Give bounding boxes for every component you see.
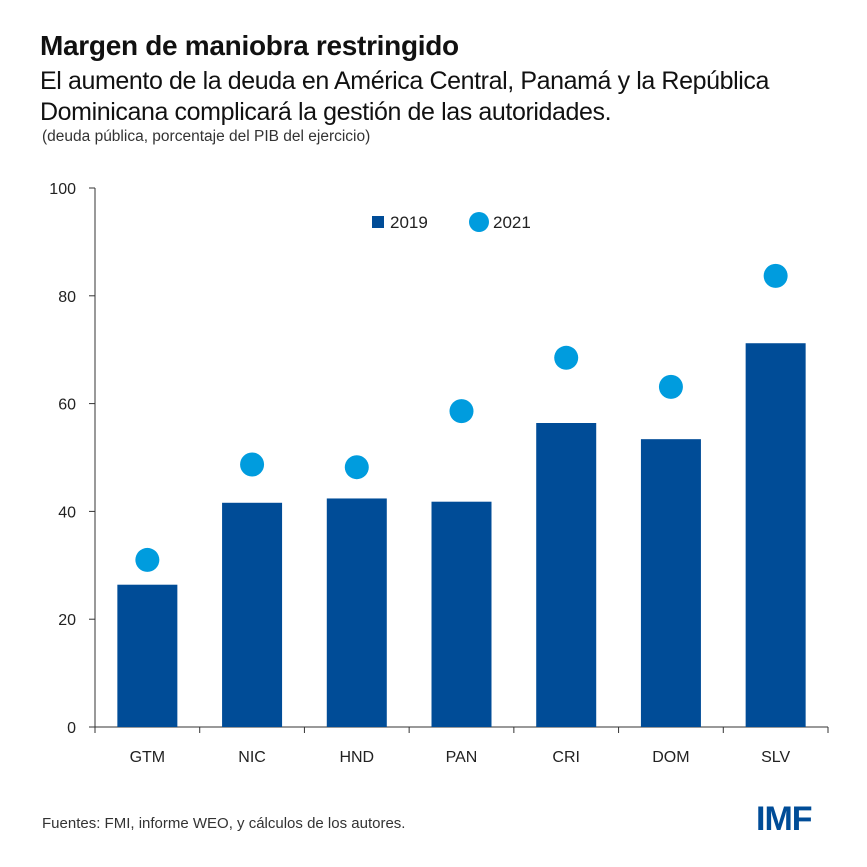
dot-2021 xyxy=(658,374,683,399)
y-tick-label: 40 xyxy=(58,504,76,521)
y-tick-label: 100 xyxy=(49,181,76,198)
imf-logo: IMF xyxy=(756,800,813,838)
y-tick-label: 20 xyxy=(58,612,76,629)
bar-2019 xyxy=(326,498,387,727)
x-tick-label: SLV xyxy=(761,749,790,766)
y-tick-label: 0 xyxy=(67,720,76,737)
dot-2021 xyxy=(344,455,369,480)
bar-2019 xyxy=(640,439,701,727)
bar-2019 xyxy=(117,584,178,727)
bar-2019 xyxy=(431,501,492,727)
source-note: Fuentes: FMI, informe WEO, y cálculos de… xyxy=(42,815,406,832)
legend-label-2021: 2021 xyxy=(493,213,531,232)
x-tick-label: PAN xyxy=(446,749,478,766)
legend-swatch-2019 xyxy=(372,216,384,228)
dot-2021 xyxy=(240,452,265,477)
units-note: (deuda pública, porcentaje del PIB del e… xyxy=(42,128,371,145)
page-title: Margen de maniobra restringido xyxy=(40,30,459,61)
x-tick-label: GTM xyxy=(130,749,166,766)
legend-swatch-2021 xyxy=(469,212,489,232)
dot-2021 xyxy=(135,547,160,572)
bar-2019 xyxy=(222,502,283,727)
bar-2019 xyxy=(536,423,597,727)
dot-2021 xyxy=(763,263,788,288)
legend-label-2019: 2019 xyxy=(390,213,428,232)
dot-2021 xyxy=(449,399,474,424)
x-tick-label: NIC xyxy=(238,749,266,766)
page-subtitle: El aumento de la deuda en América Centra… xyxy=(40,67,770,126)
x-tick-label: DOM xyxy=(652,749,689,766)
bar-2019 xyxy=(745,343,806,727)
x-tick-label: CRI xyxy=(552,749,580,766)
dot-2021 xyxy=(554,345,579,370)
y-tick-label: 80 xyxy=(58,289,76,306)
x-tick-label: HND xyxy=(339,749,374,766)
y-tick-label: 60 xyxy=(58,397,76,414)
